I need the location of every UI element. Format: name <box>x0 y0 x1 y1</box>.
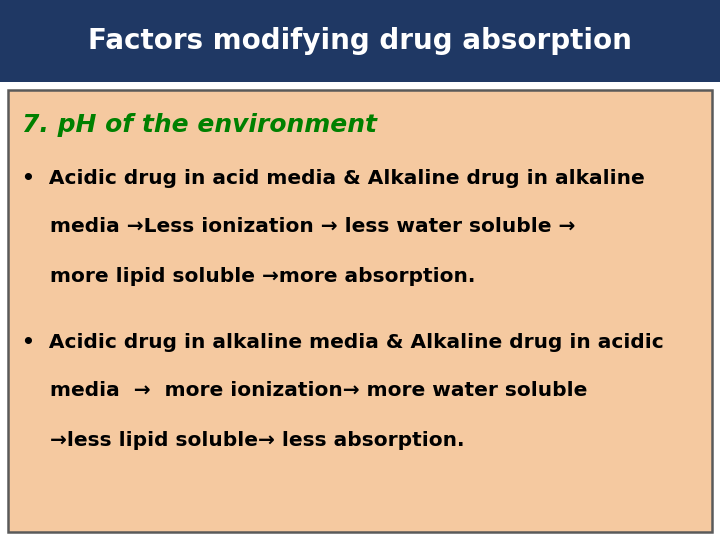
Text: 7. pH of the environment: 7. pH of the environment <box>22 113 377 137</box>
FancyBboxPatch shape <box>0 0 720 82</box>
Text: media  →  more ionization→ more water soluble: media → more ionization→ more water solu… <box>22 381 588 401</box>
FancyBboxPatch shape <box>8 90 712 532</box>
Text: •  Acidic drug in acid media & Alkaline drug in alkaline: • Acidic drug in acid media & Alkaline d… <box>22 168 644 187</box>
Text: media →Less ionization → less water soluble →: media →Less ionization → less water solu… <box>22 218 575 237</box>
Text: Factors modifying drug absorption: Factors modifying drug absorption <box>88 27 632 55</box>
Text: more lipid soluble →more absorption.: more lipid soluble →more absorption. <box>22 267 475 286</box>
Text: •  Acidic drug in alkaline media & Alkaline drug in acidic: • Acidic drug in alkaline media & Alkali… <box>22 333 664 352</box>
Text: →less lipid soluble→ less absorption.: →less lipid soluble→ less absorption. <box>22 430 464 449</box>
